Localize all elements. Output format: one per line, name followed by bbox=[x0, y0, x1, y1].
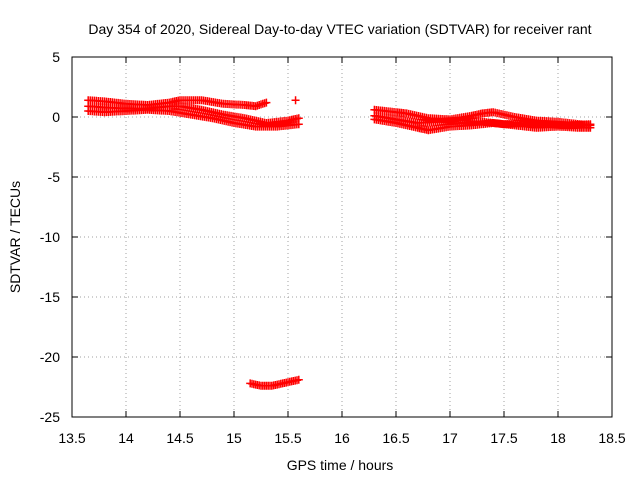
data-point bbox=[262, 98, 271, 107]
x-tick-label: 16.5 bbox=[382, 430, 409, 446]
data-point bbox=[586, 120, 595, 129]
data-point bbox=[294, 120, 303, 129]
data-point bbox=[294, 375, 303, 384]
y-axis-label: SDTVAR / TECUs bbox=[7, 181, 23, 293]
y-tick-label: 5 bbox=[52, 49, 60, 65]
y-tick-label: -10 bbox=[40, 229, 60, 245]
x-tick-label: 15.5 bbox=[274, 430, 301, 446]
x-tick-label: 14 bbox=[118, 430, 134, 446]
y-tick-label: -5 bbox=[48, 169, 61, 185]
tick-labels: 13.5 14 14.5 15 15.5 16 16.5 17 17.5 18 18.5 5 0 -5 -1… bbox=[40, 49, 626, 446]
x-tick-label: 18 bbox=[550, 430, 566, 446]
x-tick-label: 17 bbox=[442, 430, 458, 446]
series-layer bbox=[84, 96, 595, 390]
x-tick-label: 15 bbox=[226, 430, 242, 446]
data-point bbox=[291, 96, 300, 105]
x-tick-label: 16 bbox=[334, 430, 350, 446]
x-axis-label: GPS time / hours bbox=[287, 457, 394, 473]
y-tick-label: 0 bbox=[52, 109, 60, 125]
y-tick-label: -20 bbox=[40, 349, 60, 365]
y-tick-label: -25 bbox=[40, 409, 60, 425]
x-tick-label: 14.5 bbox=[166, 430, 193, 446]
x-tick-label: 13.5 bbox=[58, 430, 85, 446]
y-tick-label: -15 bbox=[40, 289, 60, 305]
x-tick-label: 17.5 bbox=[490, 430, 517, 446]
series-track-g bbox=[370, 111, 595, 130]
chart-title: Day 354 of 2020, Sidereal Day-to-day VTE… bbox=[88, 21, 591, 37]
ticks bbox=[71, 56, 613, 418]
series-track-d bbox=[246, 375, 303, 390]
series-track-c bbox=[84, 105, 303, 131]
x-tick-label: 18.5 bbox=[598, 430, 625, 446]
series-isolated bbox=[291, 96, 300, 105]
